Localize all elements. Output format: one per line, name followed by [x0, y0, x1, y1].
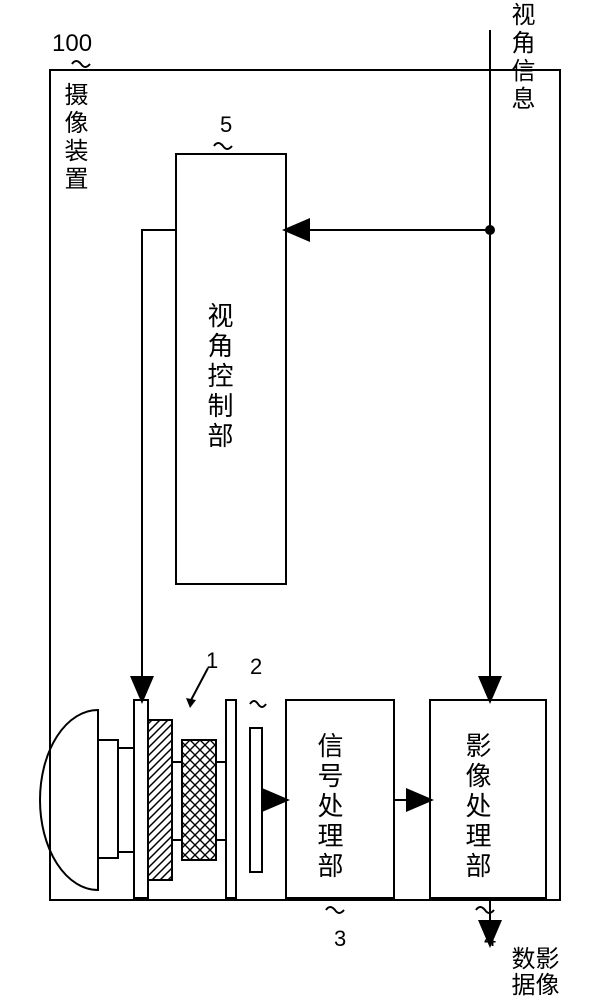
- arrow-5-to-lens: [142, 230, 176, 700]
- ref-tilde-100: [72, 61, 90, 67]
- input-label: 视角信息: [508, 2, 532, 114]
- ref-tilde-3: [326, 907, 344, 913]
- block-3-label: 信号处理部: [316, 732, 342, 882]
- block-4-label: 影像处理部: [464, 732, 490, 882]
- block-5-label: 视角控制部: [206, 302, 232, 452]
- diagram-svg: [0, 0, 611, 1000]
- ref-arrow-1: [186, 698, 196, 708]
- ref-5: 5: [220, 112, 232, 138]
- device-label: 摄像装置: [61, 82, 85, 194]
- lens-assembly: [40, 700, 236, 898]
- ref-100: 100: [52, 30, 92, 58]
- output-label: 影像数据: [508, 946, 556, 1000]
- ref-3: 3: [334, 926, 346, 952]
- ref-2: 2: [250, 654, 262, 680]
- ref-tilde-2: [250, 701, 266, 707]
- ref-1: 1: [206, 648, 218, 674]
- sensor-rect: [250, 728, 262, 872]
- ref-tilde-4: [476, 907, 494, 913]
- ref-tilde-5: [214, 143, 232, 149]
- ref-4: 4: [484, 926, 496, 952]
- diagram-canvas: 摄像装置 100 视角控制部 5 信号处理部 3 影像处理部 4 视角信息 影像…: [0, 0, 611, 1000]
